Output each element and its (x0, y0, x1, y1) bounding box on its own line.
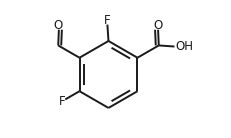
Text: O: O (54, 19, 63, 32)
Text: O: O (153, 19, 162, 32)
Text: OH: OH (175, 40, 193, 53)
Text: F: F (58, 95, 65, 108)
Text: F: F (104, 14, 110, 27)
